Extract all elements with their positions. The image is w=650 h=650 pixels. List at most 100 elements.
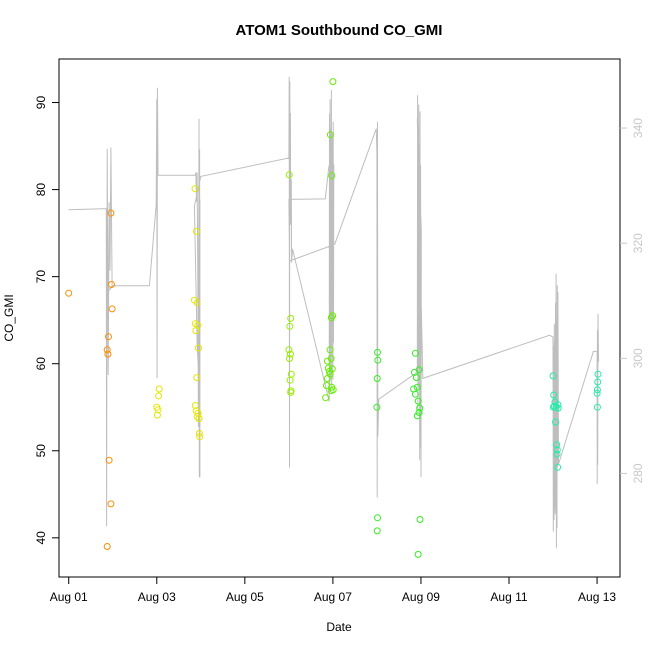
- x-tick-label: Aug 03: [138, 590, 176, 604]
- data-point: [413, 383, 421, 391]
- data-point: [329, 78, 337, 86]
- data-point: [326, 131, 334, 139]
- x-tick-label: Aug 13: [578, 590, 616, 604]
- data-point: [373, 375, 381, 382]
- data-point: [553, 441, 561, 449]
- data-point: [414, 550, 422, 558]
- data-point: [193, 227, 200, 235]
- data-point: [195, 415, 203, 423]
- data-point: [414, 397, 422, 405]
- data-point: [328, 172, 336, 180]
- data-point: [194, 321, 202, 329]
- data-point: [328, 365, 336, 373]
- data-point: [155, 385, 163, 393]
- right-y-tick-label: 300: [631, 348, 645, 368]
- data-point: [374, 514, 381, 522]
- data-point: [194, 344, 202, 352]
- data-point: [411, 349, 419, 357]
- data-point: [324, 364, 332, 372]
- data-point: [374, 348, 381, 356]
- data-point: [329, 312, 337, 320]
- data-point: [285, 171, 293, 179]
- data-point: [327, 355, 335, 362]
- data-point: [193, 413, 201, 421]
- y-tick-label: 60: [34, 357, 48, 371]
- data-point: [286, 355, 293, 362]
- x-tick-label: Aug 07: [314, 590, 352, 604]
- y-tick-label: 80: [34, 183, 48, 197]
- data-point: [155, 392, 163, 400]
- data-point: [286, 376, 294, 384]
- data-point: [552, 418, 559, 426]
- data-point: [553, 446, 561, 454]
- x-tick-label: Aug 01: [50, 590, 88, 604]
- data-point: [105, 456, 113, 464]
- x-axis-label: Date: [326, 620, 352, 634]
- chart-title: ATOM1 Southbound CO_GMI: [236, 22, 443, 39]
- data-point: [287, 314, 295, 322]
- data-point: [411, 390, 419, 398]
- data-point: [593, 386, 601, 394]
- y-axis: 40 50 60 70 80 90: [34, 96, 59, 545]
- data-point: [108, 281, 115, 288]
- data-point: [594, 370, 602, 378]
- data-point: [322, 394, 330, 402]
- x-tick-label: Aug 09: [402, 590, 440, 604]
- data-point: [107, 209, 115, 217]
- data-point: [194, 409, 202, 417]
- data-point: [65, 289, 73, 297]
- data-point: [549, 403, 557, 411]
- data-point: [195, 429, 203, 437]
- co-scatter-series: [65, 78, 602, 558]
- plot-frame: [58, 58, 621, 578]
- data-point: [550, 391, 558, 399]
- data-point: [416, 404, 424, 412]
- data-point: [193, 299, 201, 307]
- data-point: [593, 403, 601, 411]
- data-point: [373, 527, 381, 535]
- data-point: [374, 356, 382, 364]
- right-y-axis: 280 300 320 340: [620, 118, 645, 483]
- data-point: [191, 185, 199, 193]
- y-tick-label: 50: [34, 444, 48, 458]
- data-point: [549, 372, 557, 380]
- right-y-tick-label: 340: [631, 118, 645, 138]
- data-point: [287, 387, 295, 395]
- y-tick-label: 90: [34, 96, 48, 110]
- data-point: [329, 386, 337, 394]
- data-point: [415, 366, 423, 374]
- x-tick-label: Aug 05: [226, 590, 264, 604]
- data-point: [104, 350, 112, 358]
- data-point: [593, 389, 601, 397]
- data-point: [103, 346, 111, 354]
- data-point: [286, 322, 294, 330]
- data-point: [193, 374, 201, 382]
- data-point: [412, 374, 420, 382]
- data-point: [191, 402, 199, 409]
- data-point: [327, 314, 335, 322]
- data-point: [554, 463, 562, 471]
- data-point: [554, 404, 562, 412]
- data-point: [416, 516, 424, 523]
- data-point: [107, 500, 115, 508]
- data-point: [154, 406, 162, 414]
- data-point: [413, 412, 421, 420]
- data-point: [594, 378, 602, 386]
- right-y-tick-label: 280: [631, 463, 645, 483]
- data-point: [373, 403, 381, 411]
- data-point: [415, 409, 423, 416]
- right-y-tick-label: 320: [631, 233, 645, 253]
- data-point: [105, 333, 112, 341]
- y-tick-label: 70: [34, 270, 48, 284]
- y-axis-label: CO_GMI: [2, 294, 16, 341]
- x-tick-label: Aug 11: [490, 590, 527, 604]
- data-point: [103, 543, 111, 550]
- data-point: [285, 346, 293, 354]
- data-point: [553, 450, 561, 458]
- y-tick-label: 40: [34, 531, 48, 545]
- data-point: [287, 370, 295, 378]
- data-point: [153, 411, 161, 419]
- data-point: [286, 350, 294, 358]
- data-point: [326, 346, 334, 354]
